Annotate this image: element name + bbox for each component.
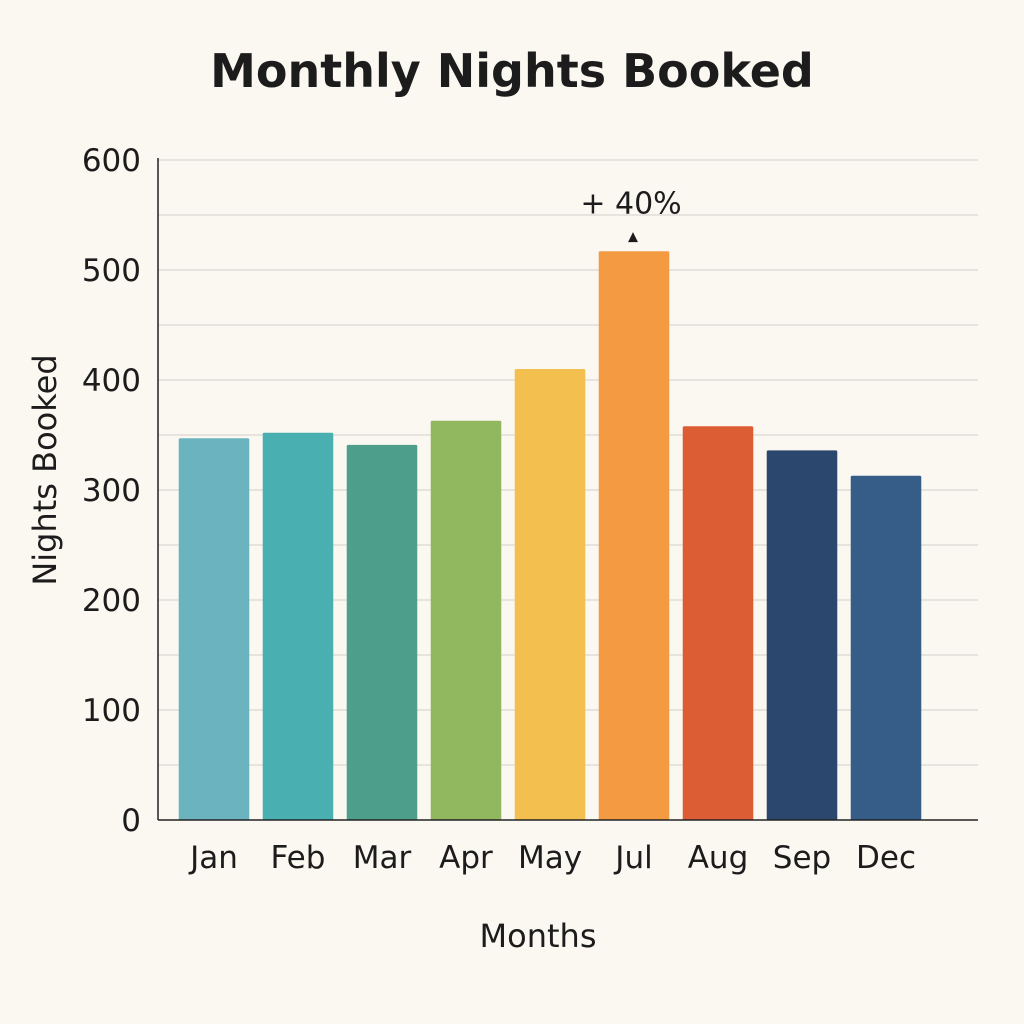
y-tick-labels: 0 100 200 300 400 500 600 [82, 143, 141, 839]
bar-jul [598, 251, 670, 821]
x-tick-label: Aug [688, 840, 749, 876]
x-axis-title: Months [480, 917, 597, 955]
x-tick-labels: Jan Feb Mar Apr May Jul Aug Sep Dec [188, 840, 916, 876]
y-tick-label: 0 [121, 803, 141, 839]
x-tick-label: Jan [188, 840, 238, 876]
x-tick-label: May [518, 840, 582, 876]
bar-aug [682, 426, 754, 820]
x-tick-label: Jul [613, 840, 652, 876]
x-tick-label: Apr [439, 840, 493, 876]
annotation-arrow-icon: ▲ [628, 229, 638, 244]
annotation: + 40% ▲ [580, 186, 681, 244]
y-tick-label: 500 [82, 253, 141, 289]
y-tick-label: 300 [82, 473, 141, 509]
x-tick-label: Mar [353, 840, 412, 876]
x-tick-label: Sep [773, 840, 831, 876]
bar-apr [430, 420, 502, 820]
y-axis-title: Nights Booked [26, 354, 64, 585]
y-tick-label: 600 [82, 143, 141, 179]
y-tick-label: 100 [82, 693, 141, 729]
chart-title: Monthly Nights Booked [210, 44, 814, 98]
bar-feb [262, 432, 334, 820]
x-tick-label: Feb [271, 840, 326, 876]
y-tick-label: 400 [82, 363, 141, 399]
x-tick-label: Dec [856, 840, 916, 876]
bar-sep [766, 450, 838, 820]
bar-may [514, 369, 586, 820]
bar-dec [850, 475, 922, 820]
bars [178, 251, 922, 821]
y-tick-label: 200 [82, 583, 141, 619]
annotation-label: + 40% [580, 186, 681, 221]
bar-mar [346, 444, 418, 820]
bar-jan [178, 438, 250, 820]
